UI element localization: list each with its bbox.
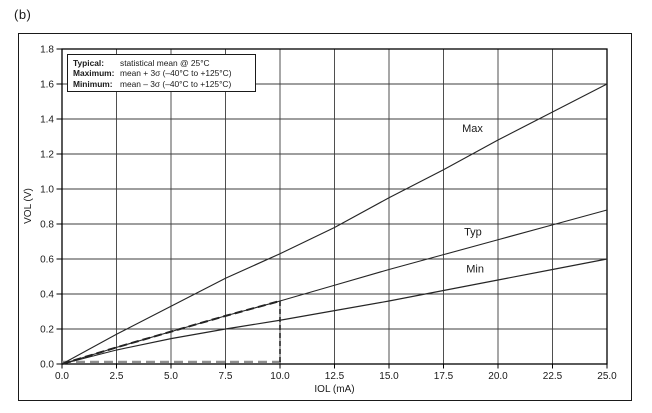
legend-box: Typical: statistical mean @ 25°C Maximum… — [67, 54, 256, 92]
legend-term: Maximum: — [73, 68, 115, 79]
x-tick-label: 0.0 — [55, 371, 69, 382]
series-label-min: Min — [466, 263, 484, 275]
x-tick-label: 25.0 — [597, 371, 617, 382]
x-tick-label: 15.0 — [379, 371, 399, 382]
y-tick-label: 1.2 — [40, 150, 54, 161]
legend-desc: mean – 3σ (–40°C to +125°C) — [120, 78, 232, 89]
y-axis-label: VOL (V) — [23, 188, 34, 224]
x-tick-label: 12.5 — [325, 371, 345, 382]
x-tick-label: 2.5 — [110, 371, 124, 382]
figure-sublabel: (b) — [14, 7, 32, 22]
y-tick-label: 1.0 — [40, 185, 54, 196]
y-tick-label: 0.4 — [40, 290, 54, 301]
x-tick-label: 7.5 — [219, 371, 233, 382]
series-line-max — [61, 83, 608, 365]
legend-desc: mean + 3σ (–40°C to +125°C) — [120, 68, 232, 79]
legend-desc: statistical mean @ 25°C — [120, 58, 210, 68]
y-tick-label: 1.4 — [40, 115, 54, 126]
series-line-min — [61, 258, 608, 365]
y-tick-label: 0.0 — [40, 360, 54, 371]
legend-row-typical: Typical: statistical mean @ 25°C — [73, 58, 251, 68]
x-tick-label: 10.0 — [270, 371, 290, 382]
x-tick-label: 17.5 — [434, 371, 454, 382]
y-tick-label: 1.8 — [40, 45, 54, 56]
series-label-max: Max — [462, 123, 483, 135]
x-tick-label: 5.0 — [164, 371, 178, 382]
dashed-trace — [61, 300, 281, 365]
x-tick-label: 22.5 — [543, 371, 563, 382]
legend-term: Typical: — [73, 58, 105, 68]
x-tick-label: 20.0 — [488, 371, 508, 382]
figure-frame — [18, 33, 632, 401]
y-tick-label: 0.2 — [40, 325, 54, 336]
legend-row-maximum: Maximum: mean + 3σ (–40°C to +125°C) — [73, 68, 251, 78]
legend-row-minimum: Minimum: mean – 3σ (–40°C to +125°C) — [73, 79, 251, 89]
y-tick-label: 0.8 — [40, 220, 54, 231]
x-axis-label: IOL (mA) — [314, 384, 354, 395]
y-tick-label: 1.6 — [40, 80, 54, 91]
series-label-typ: Typ — [464, 227, 482, 239]
legend-term: Minimum: — [73, 78, 113, 89]
series-line-typ — [61, 209, 608, 365]
y-tick-label: 0.6 — [40, 255, 54, 266]
